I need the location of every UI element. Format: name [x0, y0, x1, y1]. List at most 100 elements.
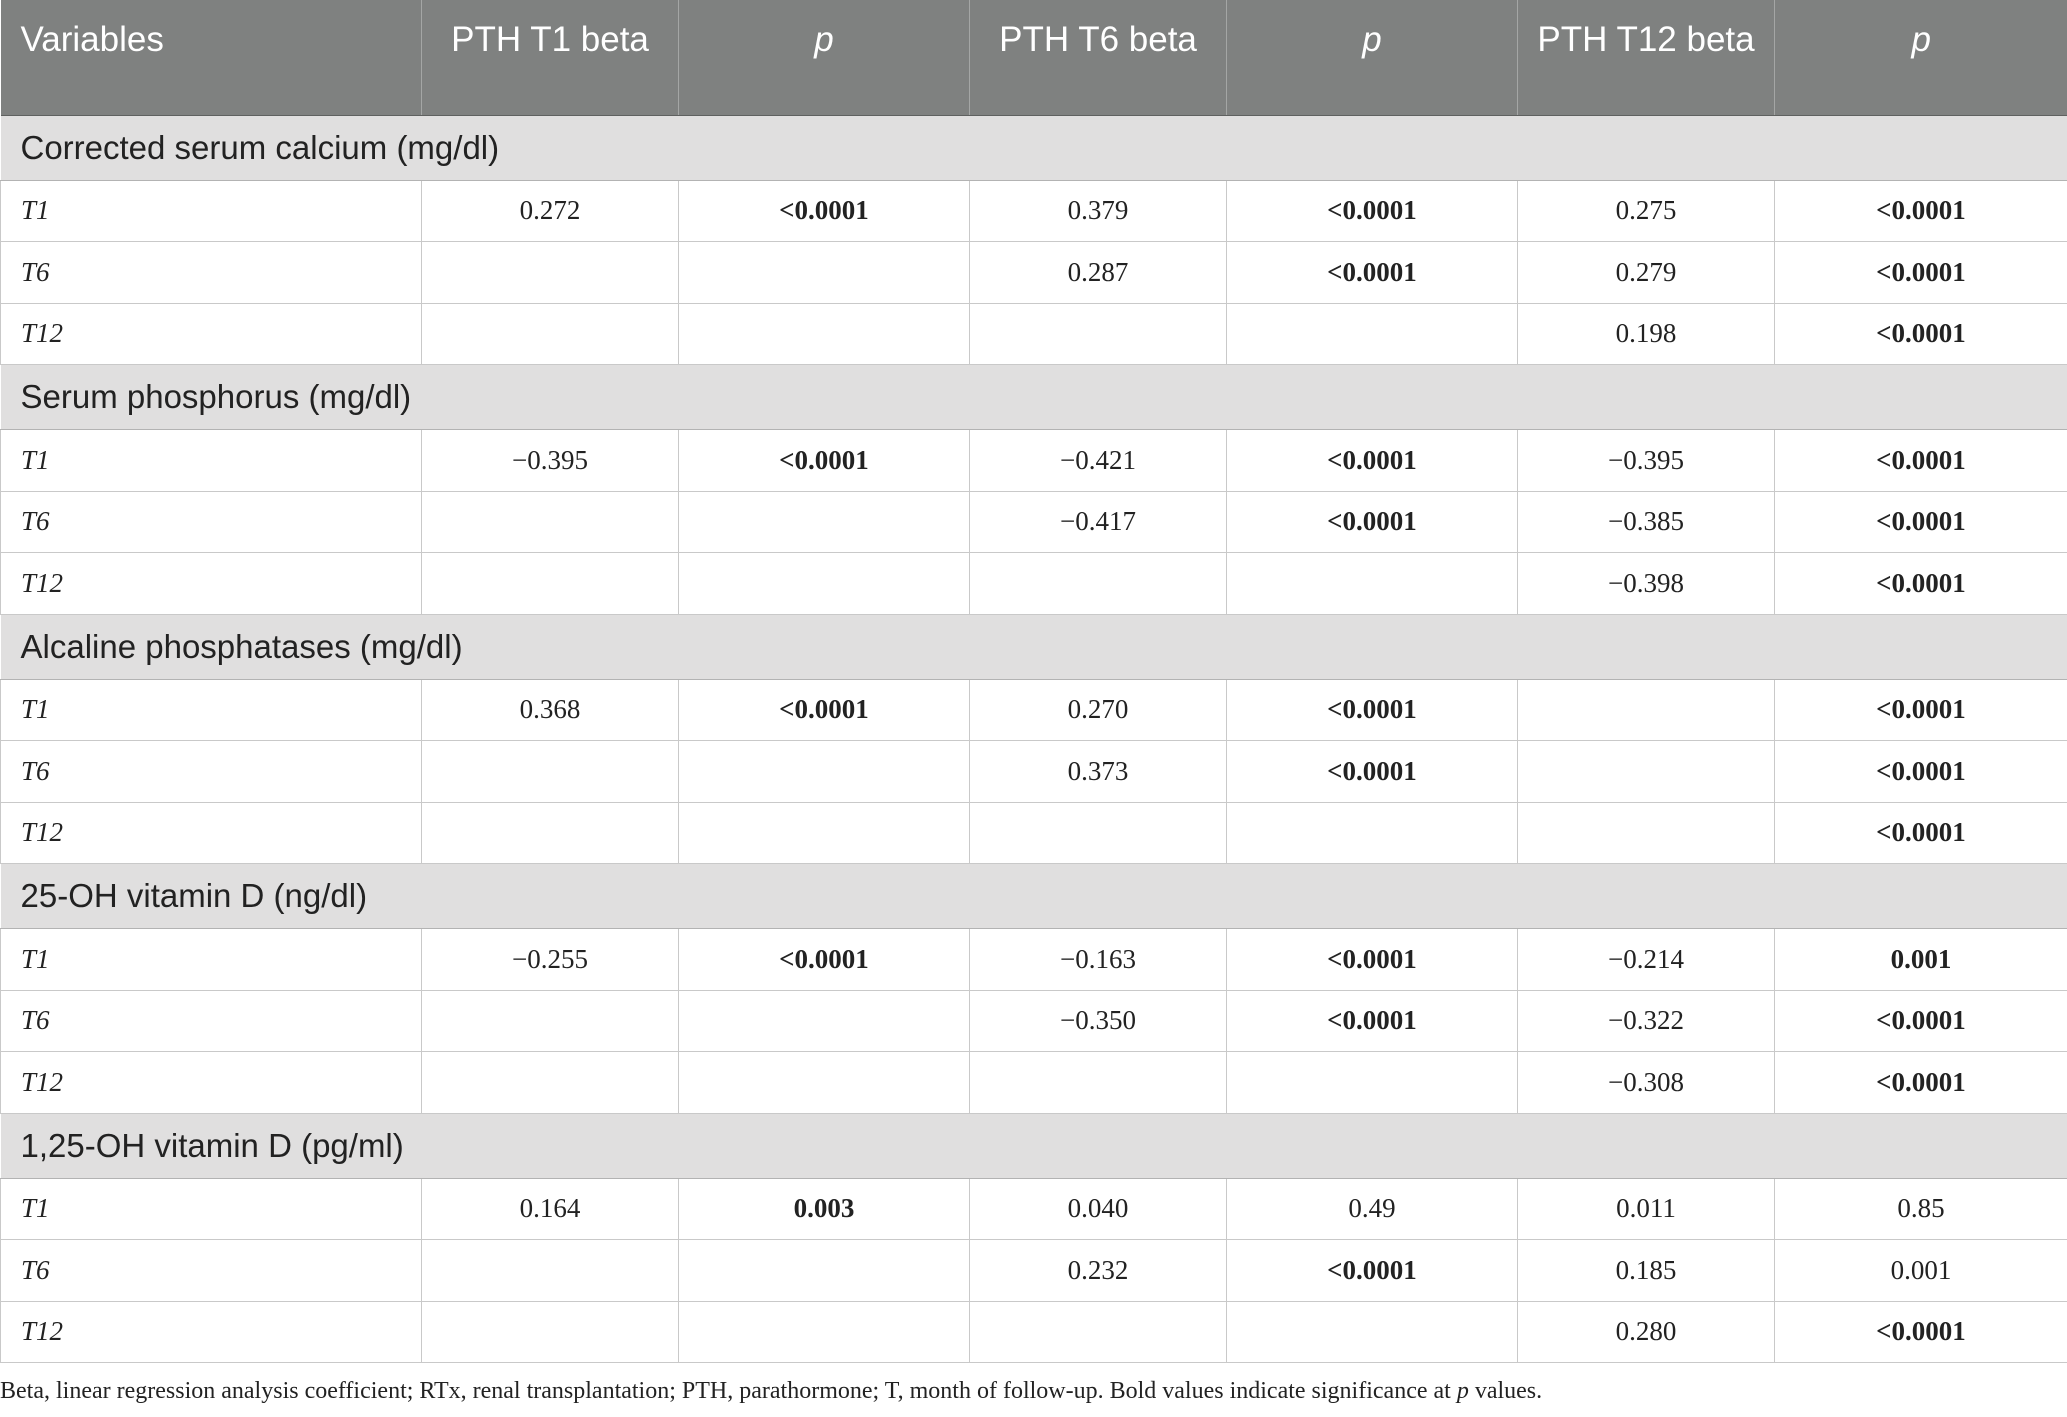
section-title: Alcaline phosphatases (mg/dl) [0, 613, 2067, 680]
beta-cell: −0.163 [969, 928, 1227, 991]
timepoint-label: T12 [0, 1051, 422, 1114]
table-row: T1 0.272 <0.0001 0.379 <0.0001 0.275 <0.0001 [0, 179, 2067, 242]
p-value-cell: <0.0001 [1774, 801, 2067, 864]
timepoint-label: T1 [0, 1177, 422, 1240]
header-pth-t12-beta: PTH T12 beta [1517, 0, 1775, 116]
p-value-cell: 0.49 [1226, 1177, 1518, 1240]
beta-cell [969, 552, 1227, 615]
header-row: Variables PTH T1 beta p PTH T6 beta p PT… [0, 0, 2067, 116]
p-value-cell [678, 241, 970, 304]
table-row: T12 −0.398 <0.0001 [0, 552, 2067, 615]
timepoint-label: T1 [0, 928, 422, 991]
section-row: 25-OH vitamin D (ng/dl) [0, 863, 2067, 929]
p-value-cell: <0.0001 [1226, 1239, 1518, 1302]
timepoint-label: T1 [0, 678, 422, 741]
p-value-cell: <0.0001 [1226, 429, 1518, 492]
p-value-cell: <0.0001 [1774, 490, 2067, 553]
beta-cell [969, 1051, 1227, 1114]
timepoint-label: T12 [0, 302, 422, 365]
timepoint-label: T6 [0, 989, 422, 1052]
p-value-cell: <0.0001 [1226, 928, 1518, 991]
table-row: T1 0.164 0.003 0.040 0.49 0.011 0.85 [0, 1177, 2067, 1240]
section-title: 25-OH vitamin D (ng/dl) [0, 863, 2067, 929]
table-row: T6 −0.417 <0.0001 −0.385 <0.0001 [0, 490, 2067, 553]
p-value-cell: <0.0001 [1774, 1300, 2067, 1363]
p-value-cell: <0.0001 [678, 678, 970, 741]
p-value-cell [678, 552, 970, 615]
table-row: T1 −0.255 <0.0001 −0.163 <0.0001 −0.214 0.001 [0, 928, 2067, 991]
beta-cell: −0.214 [1517, 928, 1775, 991]
p-value-cell [1226, 1300, 1518, 1363]
p-value-cell: <0.0001 [1226, 989, 1518, 1052]
table-row: T6 0.232 <0.0001 0.185 0.001 [0, 1239, 2067, 1302]
p-value-cell [1226, 1051, 1518, 1114]
beta-cell: 0.280 [1517, 1300, 1775, 1363]
p-value-cell: 0.001 [1774, 928, 2067, 991]
table-row: T6 0.373 <0.0001 <0.0001 [0, 740, 2067, 803]
beta-cell: −0.398 [1517, 552, 1775, 615]
beta-cell: −0.255 [421, 928, 679, 991]
table-row: T12 0.198 <0.0001 [0, 302, 2067, 365]
p-value-cell [678, 740, 970, 803]
p-value-cell: <0.0001 [1226, 179, 1518, 242]
beta-cell [421, 241, 679, 304]
timepoint-label: T6 [0, 740, 422, 803]
beta-cell: 0.040 [969, 1177, 1227, 1240]
p-value-cell: <0.0001 [1774, 179, 2067, 242]
beta-cell [1517, 678, 1775, 741]
section-row: Serum phosphorus (mg/dl) [0, 364, 2067, 430]
section-title: Serum phosphorus (mg/dl) [0, 364, 2067, 430]
table-row: T12 <0.0001 [0, 801, 2067, 864]
beta-cell: −0.395 [1517, 429, 1775, 492]
beta-cell: −0.385 [1517, 490, 1775, 553]
beta-cell: −0.421 [969, 429, 1227, 492]
header-p-t12: p [1774, 0, 2067, 116]
p-value-cell: <0.0001 [1226, 678, 1518, 741]
footnote-text: Beta, linear regression analysis coeffic… [0, 1378, 1457, 1404]
table-body: Corrected serum calcium (mg/dl) T1 0.272 <0… [0, 114, 2067, 1363]
timepoint-label: T12 [0, 1300, 422, 1363]
beta-cell: 0.279 [1517, 241, 1775, 304]
p-value-cell: <0.0001 [1774, 552, 2067, 615]
beta-cell [969, 801, 1227, 864]
beta-cell [421, 989, 679, 1052]
table-footnote: Beta, linear regression analysis coeffic… [0, 1378, 1542, 1405]
timepoint-label: T6 [0, 1239, 422, 1302]
section-row: Corrected serum calcium (mg/dl) [0, 114, 2067, 181]
p-value-cell: <0.0001 [1774, 989, 2067, 1052]
timepoint-label: T1 [0, 429, 422, 492]
footnote-text-end: values. [1468, 1378, 1543, 1404]
table-row: T1 0.368 <0.0001 0.270 <0.0001 <0.0001 [0, 678, 2067, 741]
p-value-cell [1226, 552, 1518, 615]
table-row: T6 0.287 <0.0001 0.279 <0.0001 [0, 241, 2067, 304]
timepoint-label: T12 [0, 801, 422, 864]
beta-cell: 0.232 [969, 1239, 1227, 1302]
timepoint-label: T6 [0, 241, 422, 304]
section-row: 1,25-OH vitamin D (pg/ml) [0, 1112, 2067, 1179]
beta-cell: 0.198 [1517, 302, 1775, 365]
p-value-cell: 0.001 [1774, 1239, 2067, 1302]
beta-cell [1517, 740, 1775, 803]
p-value-cell [678, 1300, 970, 1363]
beta-cell: −0.350 [969, 989, 1227, 1052]
p-value-cell [678, 490, 970, 553]
header-variables: Variables [0, 0, 422, 116]
p-value-cell: <0.0001 [678, 928, 970, 991]
beta-cell: −0.308 [1517, 1051, 1775, 1114]
section-title: 1,25-OH vitamin D (pg/ml) [0, 1112, 2067, 1179]
header-pth-t1-beta: PTH T1 beta [421, 0, 679, 116]
beta-cell [421, 740, 679, 803]
section-title: Corrected serum calcium (mg/dl) [0, 114, 2067, 181]
table-row: T12 0.280 <0.0001 [0, 1300, 2067, 1363]
beta-cell: −0.417 [969, 490, 1227, 553]
p-value-cell: <0.0001 [1774, 1051, 2067, 1114]
p-value-cell [678, 1239, 970, 1302]
p-value-cell: <0.0001 [1226, 241, 1518, 304]
beta-cell [421, 302, 679, 365]
p-value-cell: <0.0001 [678, 179, 970, 242]
p-value-cell [678, 1051, 970, 1114]
beta-cell: 0.185 [1517, 1239, 1775, 1302]
regression-table: Variables PTH T1 beta p PTH T6 beta p PT… [0, 0, 2067, 1363]
p-value-cell: <0.0001 [1774, 678, 2067, 741]
header-p-t6: p [1226, 0, 1518, 116]
